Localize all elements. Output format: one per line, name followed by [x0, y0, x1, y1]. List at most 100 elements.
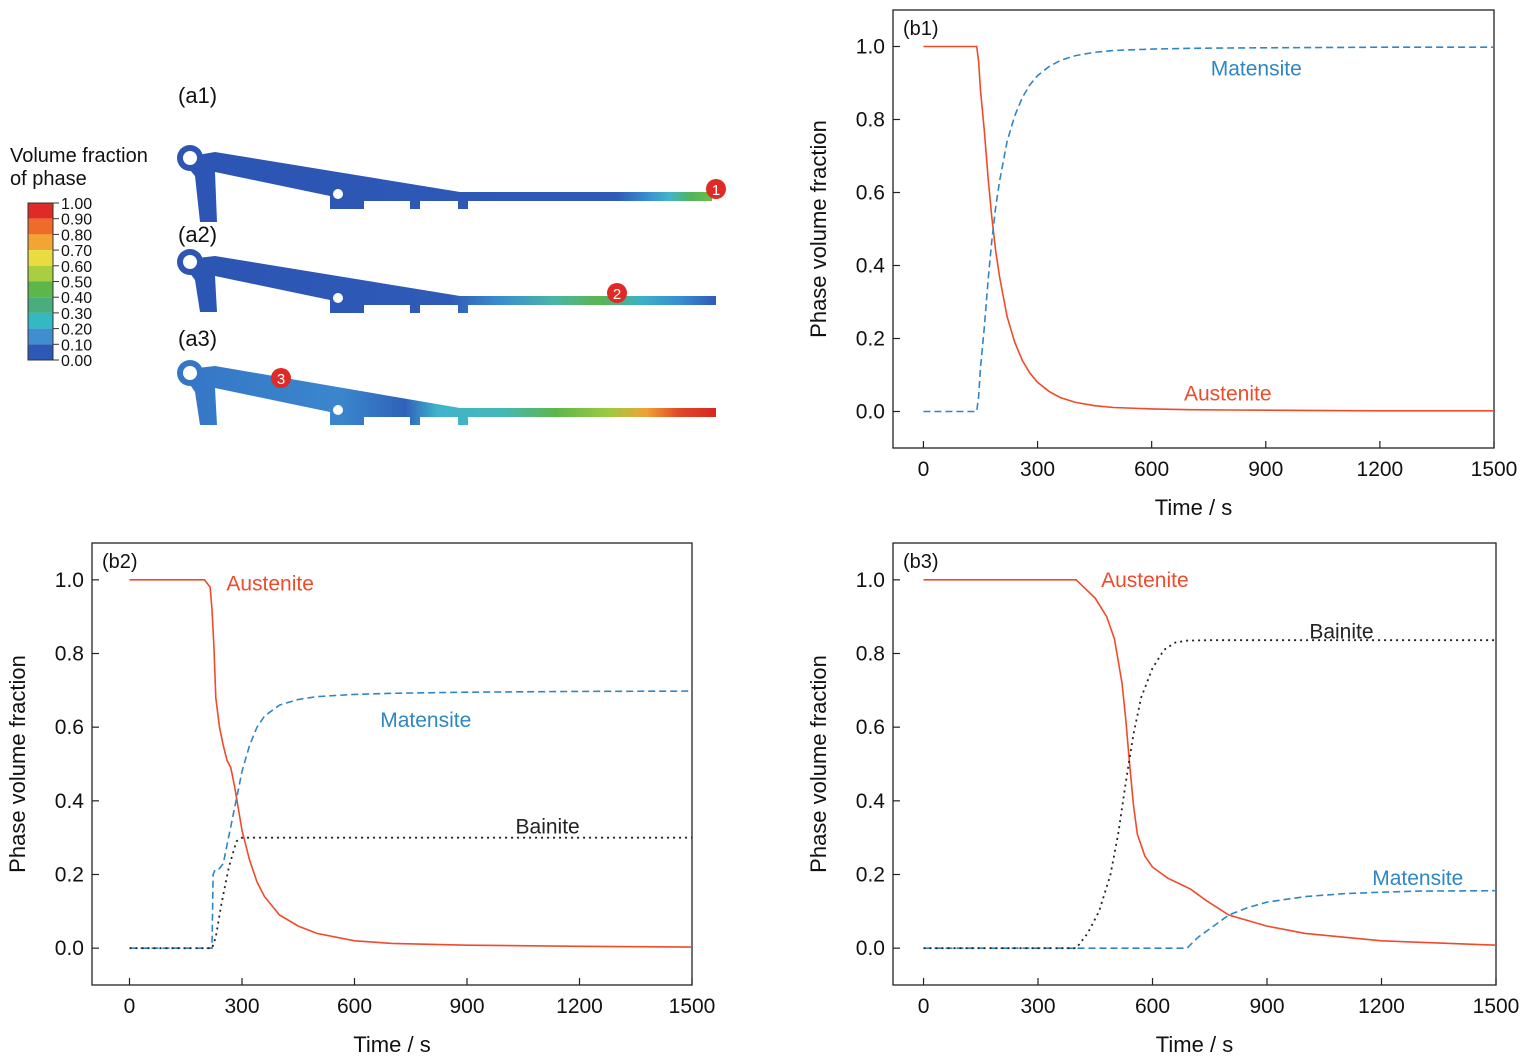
series-bainite: [129, 836, 692, 950]
series-annotation: Bainite: [1309, 620, 1373, 643]
y-tick-label: 0.0: [55, 937, 84, 960]
x-tick-label: 1200: [1358, 995, 1405, 1018]
legend-level-labels: 1.000.900.800.700.600.500.400.300.200.10…: [61, 196, 92, 370]
y-tick-label: 0.0: [856, 937, 885, 960]
x-tick-label: 0: [124, 995, 136, 1018]
legend-swatch: [28, 281, 53, 298]
pin-hole-a3: [333, 405, 343, 415]
x-tick-label: 0: [918, 458, 930, 481]
x-tick-label: 300: [224, 995, 259, 1018]
plot-frame: [892, 9, 1495, 449]
legend-swatch: [28, 297, 53, 313]
series-annotation: Bainite: [516, 816, 580, 839]
x-tick-label: 1500: [1473, 995, 1520, 1018]
marker-1: [706, 179, 726, 199]
legend-level-label: 0.90: [61, 212, 92, 229]
legend-swatch: [28, 328, 53, 345]
legend-swatch: [28, 203, 53, 219]
panel-label-a1: (a1): [178, 83, 217, 108]
y-tick-label: 0.0: [856, 401, 885, 424]
marker-3: [271, 368, 291, 388]
y-tick-label: 0.2: [856, 328, 885, 351]
panel-label-a2: (a2): [178, 222, 217, 247]
series-bainite: [923, 639, 1496, 950]
contour-panel-a3: (a3) 3: [177, 326, 716, 425]
x-tick-label: 0: [918, 995, 930, 1018]
x-tick-label: 600: [1135, 995, 1170, 1018]
x-tick-label: 1500: [1471, 458, 1518, 481]
contour-legend: Volume fraction of phase 1.000.900.800.7…: [10, 145, 148, 370]
y-tick-label: 0.8: [856, 643, 885, 666]
legend-swatch: [28, 265, 53, 282]
plot-frame: [91, 542, 693, 986]
y-tick-label: 0.6: [856, 182, 885, 205]
part-geometry-a3: [180, 366, 716, 425]
hinge-hole-inner-a3: [183, 366, 197, 380]
y-tick-label: 0.4: [856, 255, 886, 278]
marker-3-label: 3: [277, 371, 285, 388]
hinge-hole-inner-a1: [183, 151, 197, 165]
legend-level-label: 0.00: [61, 353, 92, 370]
series-annotation: Austenite: [226, 573, 314, 596]
x-tick-label: 300: [1021, 995, 1056, 1018]
series-matensite: [923, 889, 1497, 949]
marker-2: [607, 283, 627, 303]
panel-label-a3: (a3): [178, 326, 217, 351]
y-tick-label: 0.2: [856, 864, 885, 887]
series-austenite: [129, 579, 693, 948]
legend-swatch: [28, 344, 53, 360]
marker-1-label: 1: [712, 182, 720, 199]
x-tick-label: 1200: [1357, 458, 1404, 481]
x-axis-label: Time / s: [1155, 495, 1232, 520]
y-tick-label: 1.0: [55, 569, 84, 592]
y-tick-label: 0.4: [856, 790, 886, 813]
chart-b1: 0 300 600 900 1200 1500 0.0 0.2 0.4 0.6 0.8 1.0 Time…: [806, 9, 1518, 520]
y-axis-label: Phase volume fraction: [5, 655, 30, 873]
hinge-hole-inner-a2: [183, 255, 197, 269]
series-annotation: Matensite: [1211, 57, 1302, 80]
x-tick-label: 900: [1249, 995, 1284, 1018]
legend-level-label: 0.70: [61, 243, 92, 260]
y-tick-label: 1.0: [856, 569, 885, 592]
contour-panel-a2: (a2) 2: [177, 222, 716, 313]
y-axis-label: Phase volume fraction: [806, 655, 831, 873]
x-tick-label: 1500: [669, 995, 716, 1018]
series-austenite: [923, 45, 1494, 412]
legend-level-label: 0.20: [61, 322, 92, 339]
legend-color-bar: [27, 202, 59, 361]
x-tick-label: 300: [1020, 458, 1055, 481]
x-axis-label: Time / s: [353, 1032, 430, 1057]
y-tick-label: 0.6: [55, 716, 84, 739]
legend-swatch: [28, 250, 53, 266]
series-annotation: Matensite: [1372, 867, 1463, 890]
x-tick-label: 900: [1248, 458, 1283, 481]
y-tick-label: 0.8: [856, 109, 885, 132]
series-annotation: Austenite: [1184, 382, 1272, 405]
series-annotation: Austenite: [1101, 569, 1189, 592]
y-axis-label: Phase volume fraction: [806, 120, 831, 338]
legend-level-label: 0.40: [61, 290, 92, 307]
chart-b3: 0 300 600 900 1200 1500 0.0 0.2 0.4 0.6 0.8 1.0 Time…: [806, 542, 1520, 1057]
y-tick-label: 1.0: [856, 36, 885, 59]
y-tick-label: 0.6: [856, 716, 885, 739]
panel-label: (b2): [102, 551, 138, 573]
panel-label: (b1): [903, 18, 939, 40]
pin-hole-a1: [333, 189, 343, 199]
y-tick-label: 0.2: [55, 864, 84, 887]
series-annotation: Matensite: [380, 709, 471, 732]
x-tick-label: 900: [449, 995, 484, 1018]
x-axis-label: Time / s: [1156, 1032, 1233, 1057]
chart-b2: 0 300 600 900 1200 1500 0.0 0.2 0.4 0.6 0.8 1.0 Time…: [5, 542, 716, 1057]
panel-label: (b3): [903, 551, 939, 573]
legend-title-line-2: of phase: [10, 168, 87, 190]
plot-frame: [892, 542, 1497, 986]
series-matensite: [129, 690, 693, 949]
x-tick-label: 600: [337, 995, 372, 1018]
pin-hole-a2: [333, 293, 343, 303]
marker-2-label: 2: [613, 286, 621, 303]
legend-swatch: [28, 312, 53, 329]
contour-panel-a1: (a1) 1: [177, 83, 726, 222]
series-austenite: [923, 579, 1497, 946]
series-matensite: [923, 46, 1494, 413]
